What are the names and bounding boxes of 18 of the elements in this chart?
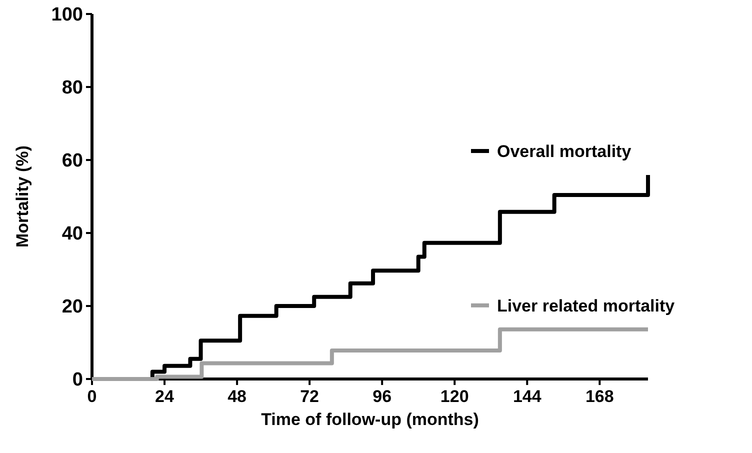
x-tick-label: 96 [372,387,392,406]
x-tick-label: 48 [228,387,247,406]
x-tick-label: 168 [585,387,614,406]
x-axis-title: Time of follow-up (months) [261,410,479,429]
y-tick-label: 0 [72,370,83,391]
y-axis-title: Mortality (%) [13,146,32,248]
y-tick-label: 20 [62,296,83,318]
legend-label: Liver related mortality [497,296,676,316]
x-tick-label: 24 [155,387,175,406]
x-tick-label: 0 [87,387,97,406]
y-tick-label: 80 [62,78,83,99]
legend-label: Overall mortality [497,142,632,161]
y-tick-label: 100 [51,4,83,26]
x-tick-label: 144 [512,387,542,406]
x-tick-label: 72 [300,387,320,406]
y-tick-label: 40 [62,224,83,245]
x-tick-label: 120 [440,387,469,406]
y-tick-label: 60 [62,150,83,172]
